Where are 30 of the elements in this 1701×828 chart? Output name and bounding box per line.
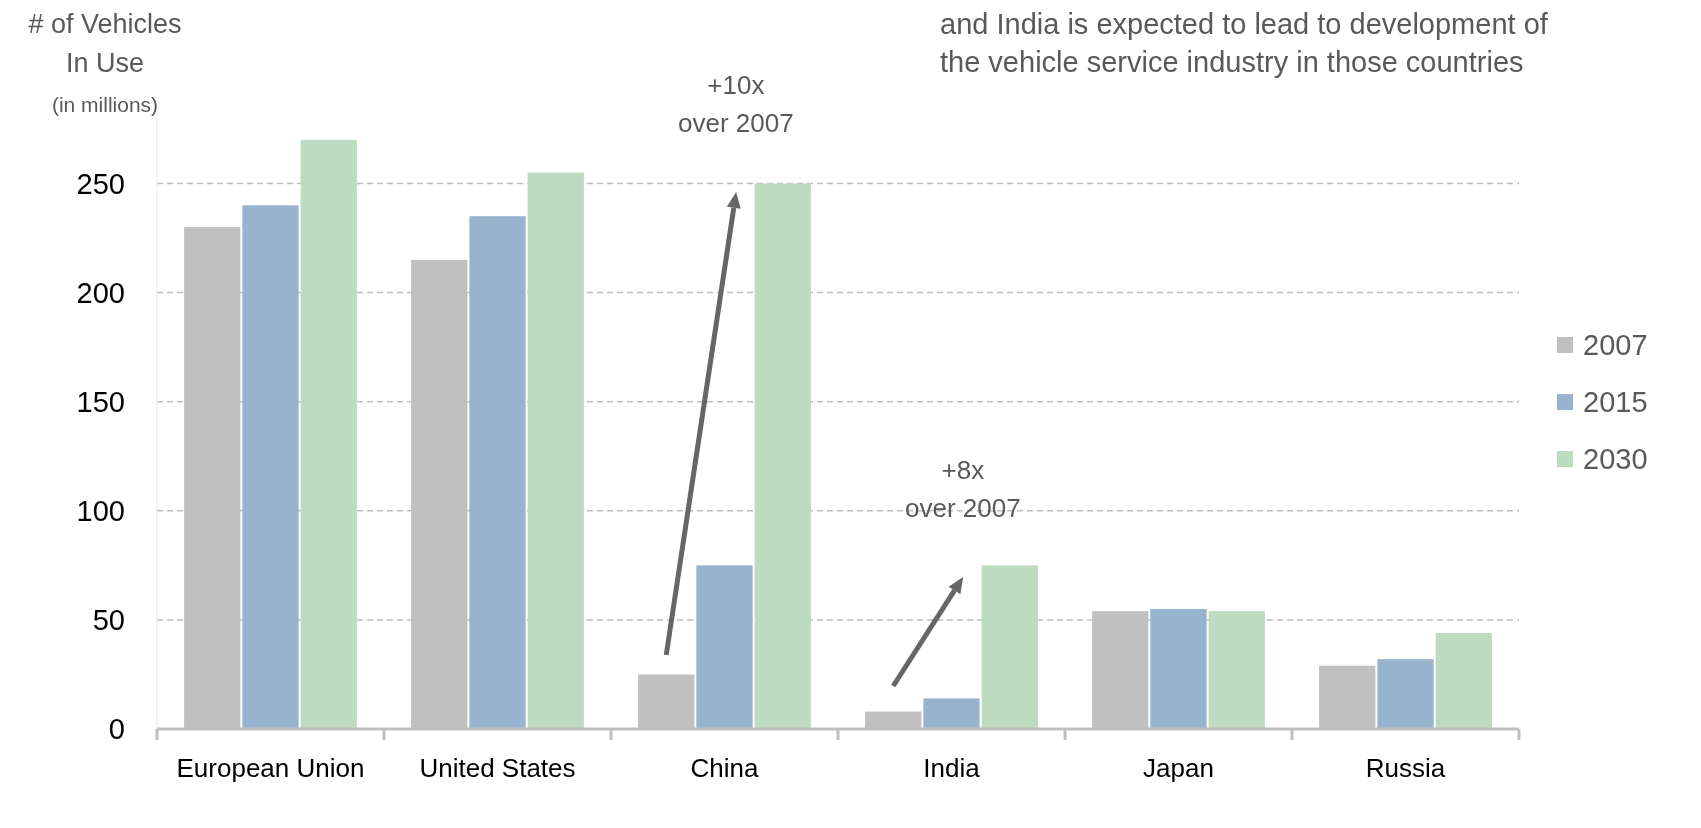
annotation: +8x over 2007 <box>905 455 1021 523</box>
bar <box>469 216 526 729</box>
bar <box>754 183 811 729</box>
x-tick-label: Japan <box>1143 753 1214 783</box>
bar <box>242 205 299 729</box>
bar <box>1377 659 1434 729</box>
x-tick-label: European Union <box>176 753 365 783</box>
legend-label: 2030 <box>1583 443 1648 476</box>
x-tick-label: Russia <box>1365 753 1446 783</box>
y-tick-label: 150 <box>76 385 125 418</box>
bar <box>981 565 1038 729</box>
x-tick-label: China <box>690 753 759 783</box>
y-tick-label: 200 <box>76 276 125 309</box>
y-tick-label: 250 <box>76 167 125 200</box>
bar <box>1208 611 1265 729</box>
y-tick-label: 0 <box>108 713 125 746</box>
x-tick-label: United States <box>419 753 576 783</box>
annotation: +10x over 2007 <box>678 70 794 138</box>
bar <box>527 172 584 729</box>
legend-label: 2015 <box>1583 386 1648 419</box>
bar <box>1435 632 1492 729</box>
bar <box>1150 608 1207 729</box>
y-tick-label: 100 <box>76 494 125 527</box>
text: and India is expected to lead to development of the vehicle service industry in those countries <box>940 8 1549 78</box>
bar <box>300 139 357 729</box>
x-tick-label: India <box>923 753 981 783</box>
y-tick-label: 50 <box>92 604 125 637</box>
legend-label: 2007 <box>1583 329 1648 362</box>
y-axis-title: # of Vehicles In Use (in millions) <box>28 9 182 116</box>
bar <box>923 698 980 729</box>
